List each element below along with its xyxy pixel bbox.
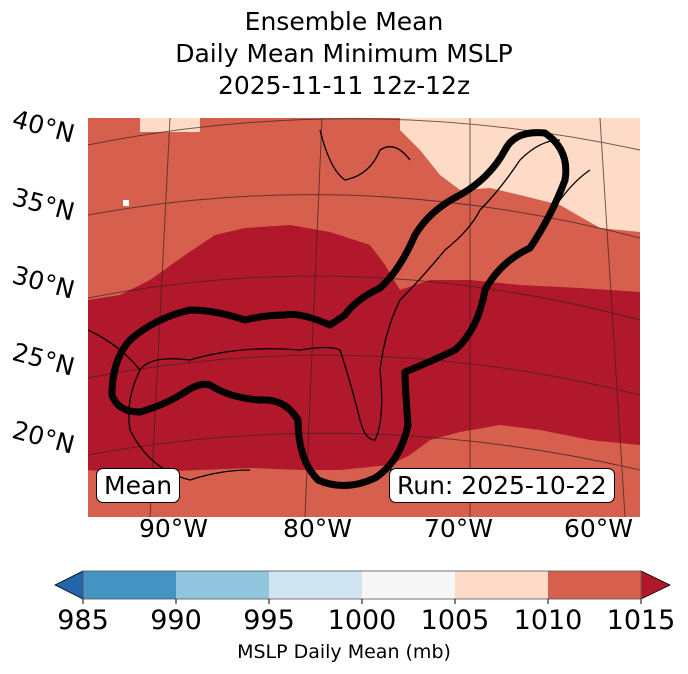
colorbar-bin: [83, 571, 177, 599]
colorbar-tick-label: 1005: [420, 605, 490, 636]
colorbar-bin: [455, 571, 549, 599]
lat-label-25: 25°N: [9, 337, 78, 382]
colorbar-tick-label: 1000: [327, 605, 397, 636]
mslp-contour: [108, 129, 570, 489]
colorbar-over-arrow: [640, 570, 671, 600]
map: [88, 118, 640, 517]
colorbar-bin: [362, 571, 456, 599]
mean-label-box: Mean: [96, 468, 181, 503]
colorbar-tick-label: 990: [150, 605, 202, 636]
colorbar-bin: [269, 571, 363, 599]
lat-label-35: 35°N: [9, 182, 78, 227]
colorbar-bin: [176, 571, 270, 599]
lon-label-80w: 80°W: [283, 514, 353, 543]
colorbar-under-arrow: [54, 570, 84, 600]
colorbar-bin: [548, 571, 642, 599]
colorbar-label: MSLP Daily Mean (mb): [237, 641, 451, 663]
colorbar-tick-label: 1015: [606, 605, 676, 636]
lat-label-20: 20°N: [9, 415, 78, 460]
title-line-2: Daily Mean Minimum MSLP: [175, 39, 513, 68]
peach-region: [400, 118, 640, 232]
title-line-3: 2025-11-11 12z-12z: [217, 71, 471, 100]
lon-label-60w: 60°W: [564, 514, 634, 543]
title-line-1: Ensemble Mean: [244, 7, 444, 36]
white-pixel: [123, 200, 129, 206]
lon-label-90w: 90°W: [139, 514, 209, 543]
run-date-box: Run: 2025-10-22: [389, 468, 615, 503]
lon-label-70w: 70°W: [424, 514, 494, 543]
lat-label-40: 40°N: [9, 104, 78, 149]
colorbar-tick-label: 985: [57, 605, 109, 636]
lat-label-30: 30°N: [9, 260, 78, 305]
colorbar-tick-label: 1010: [513, 605, 583, 636]
colorbar: [54, 570, 671, 604]
dark-red-region: [88, 225, 640, 472]
gridlines: [88, 118, 640, 517]
colorbar-tick-label: 995: [243, 605, 295, 636]
